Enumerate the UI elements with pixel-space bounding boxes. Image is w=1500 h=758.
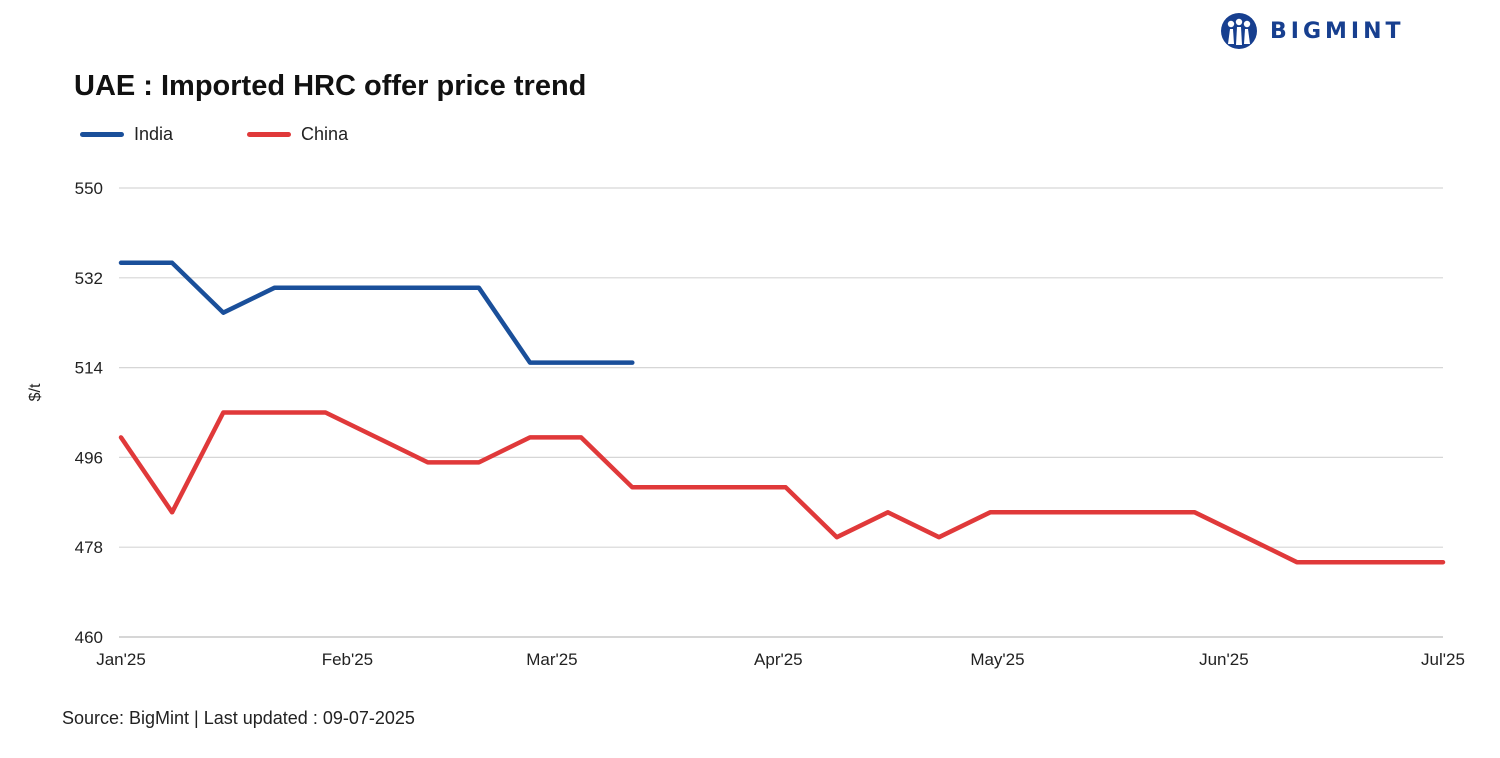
x-tick-label: Mar'25 <box>526 650 577 669</box>
brand-logo: BIGMINT <box>1218 12 1405 50</box>
y-tick-label: 496 <box>75 448 103 467</box>
brand-name: BIGMINT <box>1270 18 1405 44</box>
x-tick-label: Apr'25 <box>754 650 803 669</box>
x-tick-label: May'25 <box>970 650 1024 669</box>
people-logo-icon <box>1221 13 1257 49</box>
y-axis-label: $/t <box>27 383 44 401</box>
series-line-india <box>118 260 635 365</box>
chart-title: UAE : Imported HRC offer price trend <box>74 70 587 102</box>
chart-legend: India China <box>80 124 422 145</box>
x-tick-label: Jun'25 <box>1199 650 1249 669</box>
y-tick-label: 460 <box>75 628 103 647</box>
y-tick-label: 478 <box>75 538 103 557</box>
y-tick-label: 550 <box>75 179 103 198</box>
legend-label-china: China <box>301 124 349 144</box>
series-line-china <box>118 410 1446 565</box>
legend-label-india: India <box>134 124 174 144</box>
y-tick-label: 532 <box>75 269 103 288</box>
y-tick-label: 514 <box>75 359 103 378</box>
x-tick-label: Jul'25 <box>1421 650 1465 669</box>
source-note: Source: BigMint | Last updated : 09-07-2… <box>62 708 415 728</box>
legend-item-india: India <box>80 124 173 145</box>
legend-swatch-china <box>247 132 292 137</box>
x-tick-label: Jan'25 <box>96 650 146 669</box>
legend-item-china: China <box>247 124 348 145</box>
x-tick-label: Feb'25 <box>322 650 373 669</box>
line-chart: 460 478 496 514 532 550 Jan'25 Feb'25 Mar'25 Apr'… <box>27 179 1465 669</box>
legend-swatch-india <box>80 132 124 137</box>
